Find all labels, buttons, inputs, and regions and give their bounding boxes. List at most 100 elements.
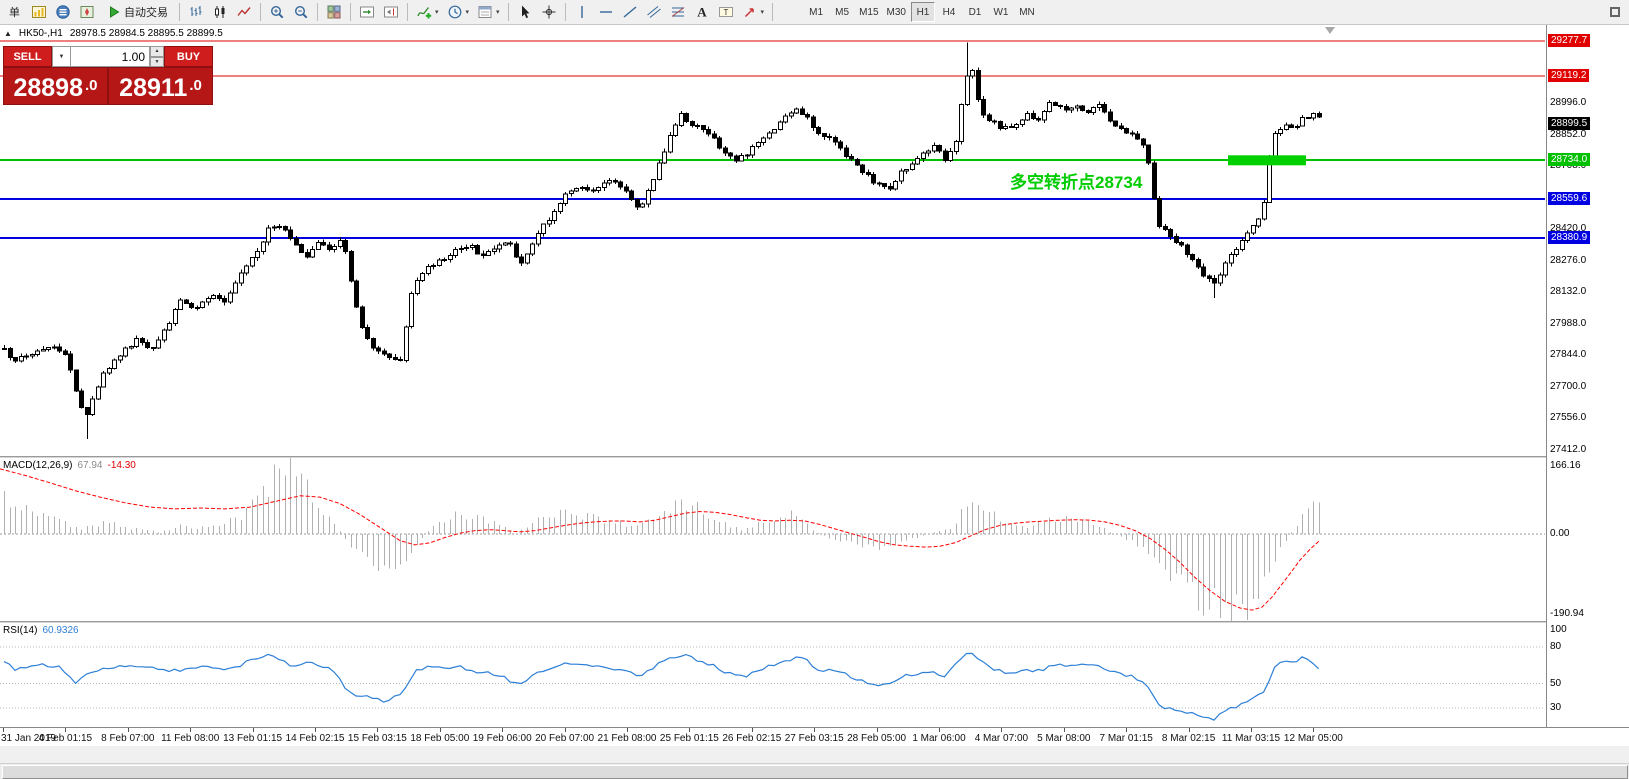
indicators-icon[interactable]: ▾ (413, 2, 442, 22)
rsi-axis-label-50: 50 (1550, 677, 1562, 689)
time-axis-label: 21 Feb 08:00 (597, 733, 657, 744)
arrows-icon[interactable]: ▾ (739, 2, 768, 22)
timeframe-m5-button[interactable]: M5 (835, 6, 850, 18)
time-axis-label: 5 Mar 08:00 (1037, 733, 1091, 744)
time-axis-label: 13 Feb 01:15 (223, 733, 283, 744)
time-axis-label: 26 Feb 02:15 (722, 733, 782, 744)
line-chart-icon[interactable] (233, 2, 255, 22)
data-window-icon[interactable] (52, 2, 74, 22)
chart-ohlc-values: 28978.5 28984.5 28895.5 28899.5 (69, 28, 223, 39)
tile-windows-icon[interactable] (323, 2, 345, 22)
text-icon[interactable]: A (691, 2, 713, 22)
horizontal-scrollbar[interactable] (0, 763, 1629, 779)
price-axis-label: 28420.0 (1550, 223, 1587, 235)
chart-symbol-period: HK50-,H1 (18, 28, 63, 39)
trendline-icon[interactable] (619, 2, 641, 22)
chart-shift-icon[interactable] (380, 2, 402, 22)
toolbar-customize-icon[interactable] (1604, 2, 1626, 22)
toolbar-separator (179, 3, 180, 21)
chart-info-line: ▲ HK50-,H1 28978.5 28984.5 28895.5 28899… (4, 28, 223, 39)
rsi-canvas[interactable] (0, 623, 1545, 726)
green-highlight-box (1228, 155, 1306, 166)
auto-scroll-icon[interactable] (356, 2, 378, 22)
price-axis-label: 28132.0 (1550, 286, 1587, 298)
time-axis-label: 20 Feb 07:00 (535, 733, 595, 744)
chart-shift-marker[interactable] (1325, 27, 1335, 34)
fibonacci-icon[interactable] (667, 2, 689, 22)
one-click-trading-panel: SELL ▼ 1.00 ▲ ▼ BUY 28898.0 28911.0 (3, 46, 213, 105)
time-axis-tick (439, 728, 441, 732)
time-axis-tick (252, 728, 254, 732)
market-watch-icon[interactable] (28, 2, 50, 22)
timeframe-d1-button[interactable]: D1 (968, 6, 982, 18)
timeframe-h1-button[interactable]: H1 (910, 2, 935, 22)
new-order-button[interactable]: 单 (9, 7, 20, 19)
one-click-panel-toggle[interactable]: ▲ (4, 29, 12, 38)
bottom-margin (0, 746, 1629, 763)
timeframe-m30-button[interactable]: M30 (886, 6, 906, 18)
timeframe-mn-button[interactable]: MN (1019, 6, 1035, 18)
price-scale[interactable]: 28996.028852.028708.028420.028276.028132… (1546, 25, 1629, 727)
autotrading-button[interactable]: 自动交易 (100, 2, 174, 22)
macd-label: MACD(12,26,9) 67.94 -14.30 (3, 460, 136, 471)
toolbar-separator (350, 3, 351, 21)
toolbar: 单自动交易 ▾ ▾ ▾ A T ▾ M1 M5 M15 M30 H1 H4 D1 W1 MN (0, 0, 1629, 25)
sell-price-dec: .0 (85, 77, 98, 94)
macd-signal-line (0, 468, 1321, 611)
vertical-line-icon[interactable] (571, 2, 593, 22)
buy-price-display[interactable]: 28911.0 (108, 67, 213, 105)
macd-canvas[interactable] (0, 458, 1545, 621)
time-axis-tick (190, 728, 192, 732)
toolbar-separator (260, 3, 261, 21)
templates-icon[interactable]: ▾ (474, 2, 503, 22)
bar-chart-icon[interactable] (185, 2, 207, 22)
pane-divider[interactable] (0, 621, 1629, 623)
equidistant-channel-icon[interactable] (643, 2, 665, 22)
price-line-tag-28380.9: 28380.9 (1548, 230, 1591, 244)
sell-button[interactable]: SELL (3, 46, 52, 67)
periods-icon[interactable]: ▾ (444, 2, 473, 22)
timeframe-m15-button[interactable]: M15 (859, 6, 879, 18)
price-axis-label: 27844.0 (1550, 349, 1587, 361)
rsi-name: RSI(14) (3, 625, 38, 636)
time-axis-label: 27 Feb 03:15 (784, 733, 844, 744)
rsi-axis-label-30: 30 (1550, 701, 1562, 713)
time-axis-label: 4 Feb 01:15 (38, 733, 93, 744)
crosshair-icon[interactable] (538, 2, 560, 22)
timeframe-w1-button[interactable]: W1 (993, 6, 1009, 18)
rsi-axis-label-80: 80 (1550, 641, 1562, 653)
text-label-icon[interactable]: T (715, 2, 737, 22)
price-axis-label: 28852.0 (1550, 128, 1587, 140)
scrollbar-thumb[interactable] (2, 765, 1628, 779)
rsi-line (3, 652, 1319, 721)
cursor-icon[interactable] (514, 2, 536, 22)
buy-button[interactable]: BUY (164, 46, 213, 67)
macd-axis-min: -190.94 (1550, 608, 1584, 619)
time-axis-label: 1 Mar 06:00 (912, 733, 966, 744)
volume-down-button[interactable]: ▼ (150, 56, 164, 67)
macd-main-value: 67.94 (77, 460, 103, 471)
zoom-out-icon[interactable] (290, 2, 312, 22)
time-axis-label: 4 Mar 07:00 (974, 733, 1029, 744)
time-axis-label: 28 Feb 05:00 (847, 733, 907, 744)
candlestick-chart-icon[interactable] (209, 2, 231, 22)
volume-up-button[interactable]: ▲ (150, 46, 164, 57)
price-chart-pane: ▲ HK50-,H1 28978.5 28984.5 28895.5 28899… (0, 25, 1545, 456)
timeframe-m1-button[interactable]: M1 (809, 6, 824, 18)
horizontal-line-icon[interactable] (595, 2, 617, 22)
volume-dropdown-button[interactable]: ▼ (52, 46, 71, 67)
zoom-in-icon[interactable] (266, 2, 288, 22)
time-scale[interactable]: 31 Jan 2019 4 Feb 01:15 8 Feb 07:00 11 Feb … (0, 727, 1629, 746)
time-axis-label: 8 Mar 02:15 (1161, 733, 1216, 744)
price-chart-canvas[interactable] (0, 25, 1545, 456)
timeframe-h4-button[interactable]: H4 (942, 6, 956, 18)
macd-signal-value: -14.30 (107, 460, 136, 471)
price-line-tag-28734.0: 28734.0 (1548, 153, 1591, 167)
navigator-icon[interactable] (76, 2, 98, 22)
rsi-value: 60.9326 (42, 625, 79, 636)
volume-input[interactable]: 1.00 (71, 46, 150, 67)
time-axis-tick (1188, 728, 1190, 732)
sell-price-display[interactable]: 28898.0 (3, 67, 108, 105)
pane-divider[interactable] (0, 456, 1629, 458)
